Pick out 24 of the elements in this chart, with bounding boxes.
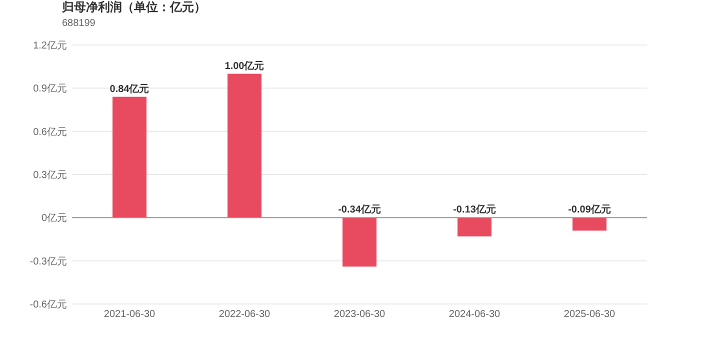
y-tick-label: 1.2亿元 <box>33 40 67 52</box>
data-label: 0.84亿元 <box>110 82 150 95</box>
bar <box>572 218 606 231</box>
bar <box>458 218 492 236</box>
data-label: -0.13亿元 <box>453 204 496 216</box>
bar <box>228 74 262 218</box>
data-label: -0.34亿元 <box>338 204 381 216</box>
y-tick-label: -0.6亿元 <box>30 300 67 310</box>
y-tick-label: 0.6亿元 <box>33 126 67 138</box>
chart-title: 归母净利润（单位：亿元） <box>61 0 206 14</box>
bar <box>112 96 146 218</box>
x-tick-label: 2022-06-30 <box>218 309 271 320</box>
bar <box>342 218 376 267</box>
y-tick-label: 0亿元 <box>41 213 67 224</box>
y-tick-label: -0.3亿元 <box>30 256 67 268</box>
y-tick-label: 0.9亿元 <box>33 84 67 95</box>
data-label: -0.09亿元 <box>568 204 611 216</box>
x-tick-label: 2024-06-30 <box>448 309 501 320</box>
x-tick-label: 2025-06-30 <box>564 309 616 320</box>
y-tick-label: 0.3亿元 <box>33 170 67 181</box>
x-tick-label: 2023-06-30 <box>334 309 386 320</box>
chart-subtitle: 688199 <box>62 18 96 29</box>
data-label: 1.00亿元 <box>224 60 264 72</box>
x-tick-label: 2021-06-30 <box>104 309 156 320</box>
